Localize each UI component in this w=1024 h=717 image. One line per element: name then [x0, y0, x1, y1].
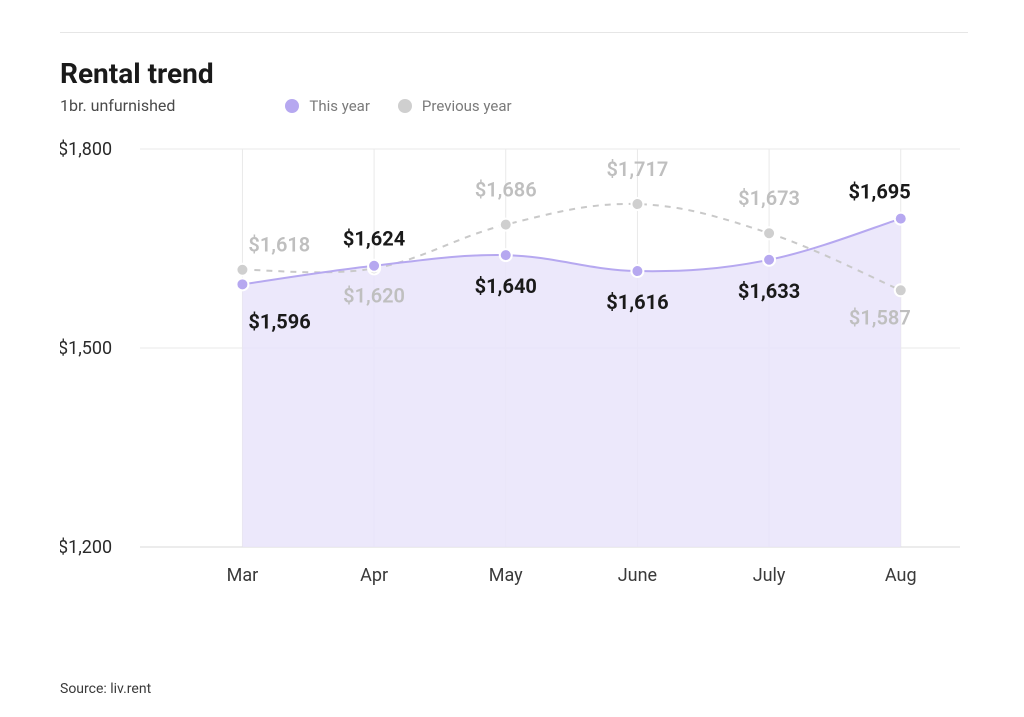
marker-previous-year — [500, 219, 512, 231]
svg-text:July: July — [753, 565, 786, 586]
marker-this-year — [236, 278, 248, 290]
marker-this-year — [631, 265, 643, 277]
marker-this-year — [500, 249, 512, 261]
legend-item-previous-year: Previous year — [398, 97, 512, 115]
svg-text:Aug: Aug — [885, 565, 917, 586]
chart-svg: $1,800 $1,500 $1,200 Mar Apr May June July Aug $1… — [60, 139, 960, 609]
marker-previous-year — [763, 227, 775, 239]
swatch-this-year — [285, 99, 299, 113]
marker-previous-year — [236, 264, 248, 276]
value-label-this-year: $1,633 — [738, 279, 800, 303]
marker-previous-year — [631, 198, 643, 210]
legend: This year Previous year — [285, 97, 511, 115]
svg-text:Apr: Apr — [360, 565, 388, 586]
svg-text:$1,800: $1,800 — [60, 139, 112, 160]
value-label-previous-year: $1,587 — [849, 305, 911, 329]
value-label-this-year: $1,640 — [475, 274, 537, 298]
y-axis: $1,800 $1,500 $1,200 — [60, 139, 112, 558]
marker-this-year — [368, 260, 380, 272]
x-axis: Mar Apr May June July Aug — [227, 565, 917, 586]
svg-text:$1,500: $1,500 — [60, 338, 112, 359]
marker-this-year — [895, 213, 907, 225]
legend-label-this-year: This year — [309, 97, 370, 115]
top-divider — [60, 32, 968, 33]
value-label-this-year: $1,596 — [248, 309, 310, 333]
marker-previous-year — [895, 284, 907, 296]
chart: $1,800 $1,500 $1,200 Mar Apr May June July Aug $1… — [60, 139, 968, 609]
chart-title: Rental trend — [60, 57, 968, 90]
value-label-previous-year: $1,620 — [343, 283, 405, 307]
value-label-this-year: $1,695 — [848, 180, 910, 204]
legend-item-this-year: This year — [285, 97, 370, 115]
marker-this-year — [763, 254, 775, 266]
svg-text:$1,200: $1,200 — [60, 537, 112, 558]
chart-subtitle: 1br. unfurnished — [60, 96, 175, 115]
value-label-this-year: $1,616 — [606, 290, 668, 314]
page: Rental trend 1br. unfurnished This year … — [0, 0, 1024, 717]
series-this-year-area — [242, 219, 900, 547]
svg-text:May: May — [489, 565, 523, 586]
svg-text:June: June — [618, 565, 657, 586]
value-label-previous-year: $1,618 — [248, 233, 310, 257]
value-label-previous-year: $1,673 — [738, 186, 800, 210]
legend-label-previous-year: Previous year — [422, 97, 512, 115]
subtitle-row: 1br. unfurnished This year Previous year — [60, 96, 968, 115]
value-label-this-year: $1,624 — [343, 227, 405, 251]
swatch-previous-year — [398, 99, 412, 113]
svg-text:Mar: Mar — [227, 565, 259, 586]
source-label: Source: liv.rent — [60, 681, 151, 697]
value-label-previous-year: $1,717 — [607, 157, 669, 181]
value-label-previous-year: $1,686 — [475, 178, 537, 202]
